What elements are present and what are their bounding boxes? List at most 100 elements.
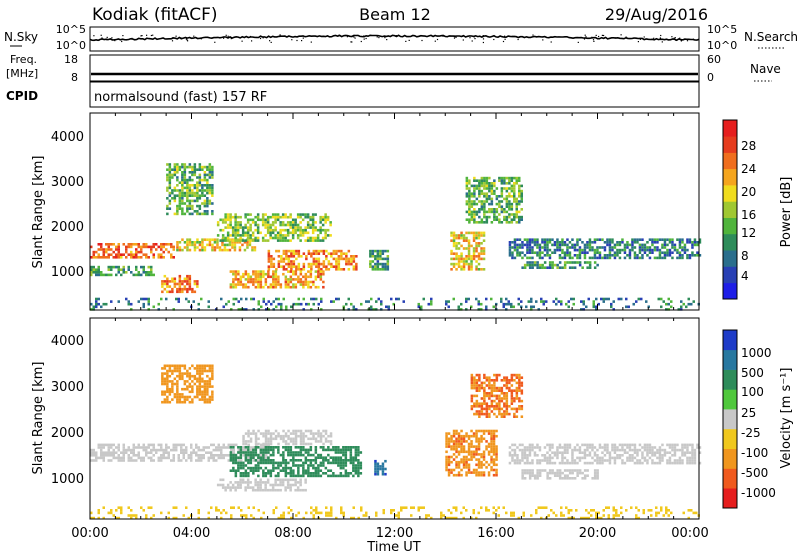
heatmap-cell bbox=[251, 234, 255, 237]
heatmap-cell bbox=[276, 218, 280, 222]
heatmap-cell bbox=[533, 451, 537, 454]
heatmap-cell bbox=[566, 443, 569, 447]
heatmap-cell bbox=[516, 454, 519, 457]
heatmap-cell bbox=[289, 474, 293, 478]
heatmap-cell bbox=[638, 443, 642, 447]
heatmap-cell bbox=[294, 481, 297, 484]
heatmap-cell bbox=[206, 173, 209, 177]
heatmap-cell bbox=[202, 448, 205, 452]
heatmap-cell bbox=[309, 215, 312, 219]
heatmap-cell bbox=[603, 446, 607, 449]
heatmap-cell bbox=[460, 468, 463, 472]
heatmap-cell bbox=[658, 461, 662, 465]
heatmap-cell bbox=[485, 384, 489, 387]
heatmap-cell bbox=[588, 261, 592, 264]
heatmap-cell bbox=[226, 236, 230, 240]
heatmap-cell bbox=[691, 254, 694, 257]
heatmap-cell bbox=[686, 446, 689, 449]
heatmap-cell bbox=[551, 261, 554, 264]
heatmap-cell bbox=[568, 256, 572, 260]
heatmap-cell bbox=[286, 223, 290, 227]
heatmap-cell bbox=[485, 221, 489, 224]
heatmap-cell bbox=[216, 221, 220, 224]
heatmap-cell bbox=[186, 184, 189, 187]
heatmap-cell bbox=[493, 412, 496, 416]
heatmap-cell bbox=[251, 218, 255, 222]
heatmap-cell bbox=[176, 241, 179, 244]
heatmap-cell bbox=[345, 260, 348, 263]
heatmap-cell bbox=[150, 448, 153, 452]
heatmap-cell bbox=[297, 278, 300, 281]
heatmap-cell bbox=[168, 290, 172, 294]
heatmap-cell bbox=[122, 253, 125, 256]
heatmap-cell bbox=[269, 275, 273, 279]
heatmap-cell bbox=[580, 516, 583, 520]
heatmap-cell bbox=[553, 263, 557, 267]
heatmap-cell bbox=[234, 469, 238, 472]
heatmap-cell bbox=[296, 236, 300, 240]
heatmap-cell bbox=[390, 511, 393, 515]
heatmap-cell bbox=[291, 231, 295, 235]
heatmap-cell bbox=[267, 472, 270, 475]
heatmap-cell bbox=[244, 270, 248, 273]
heatmap-cell bbox=[505, 412, 509, 416]
heatmap-cell bbox=[467, 471, 471, 474]
heatmap-cell bbox=[563, 446, 567, 449]
heatmap-cell bbox=[681, 448, 684, 452]
heatmap-cell bbox=[171, 176, 174, 179]
nsearch-point bbox=[661, 41, 663, 43]
heatmap-cell bbox=[488, 197, 491, 201]
heatmap-cell bbox=[558, 261, 562, 264]
heatmap-cell bbox=[445, 516, 448, 520]
heatmap-cell bbox=[287, 442, 290, 446]
heatmap-cell bbox=[260, 443, 263, 447]
heatmap-cell bbox=[468, 213, 471, 216]
heatmap-cell bbox=[526, 256, 529, 260]
heatmap-cell bbox=[473, 221, 476, 224]
heatmap-cell bbox=[628, 243, 632, 247]
heatmap-cell bbox=[257, 437, 260, 441]
heatmap-cell bbox=[282, 511, 285, 515]
cpid-text: normalsound (fast) 157 RF bbox=[94, 90, 267, 105]
heatmap-cell bbox=[637, 509, 640, 512]
heatmap-cell bbox=[369, 262, 372, 266]
heatmap-cell bbox=[127, 302, 130, 306]
heatmap-cell bbox=[229, 226, 232, 229]
heatmap-cell bbox=[355, 265, 358, 268]
heatmap-cell bbox=[327, 453, 330, 457]
heatmap-cell bbox=[650, 514, 653, 517]
heatmap-cell bbox=[282, 469, 285, 472]
heatmap-cell bbox=[477, 244, 481, 248]
heatmap-cell bbox=[196, 176, 199, 179]
heatmap-cell bbox=[152, 443, 155, 447]
heatmap-cell bbox=[482, 247, 486, 250]
heatmap-cell bbox=[280, 305, 283, 309]
heatmap-cell bbox=[475, 516, 478, 520]
heatmap-cell bbox=[284, 448, 288, 452]
heatmap-cell bbox=[566, 251, 569, 254]
heatmap-cell bbox=[582, 516, 585, 520]
heatmap-cell bbox=[686, 459, 689, 462]
heatmap-cell bbox=[97, 446, 100, 449]
heatmap-cell bbox=[176, 290, 179, 294]
heatmap-cell bbox=[311, 226, 315, 229]
heatmap-cell bbox=[342, 453, 345, 457]
heatmap-cell bbox=[190, 456, 193, 460]
heatmap-cell bbox=[455, 442, 458, 446]
heatmap-cell bbox=[668, 251, 672, 254]
heatmap-cell bbox=[90, 448, 93, 452]
heatmap-cell bbox=[279, 236, 282, 240]
heatmap-cell bbox=[282, 459, 285, 462]
heatmap-cell bbox=[110, 443, 113, 447]
heatmap-cell bbox=[117, 300, 120, 303]
heatmap-cell bbox=[452, 434, 456, 438]
heatmap-cell bbox=[527, 300, 530, 303]
heatmap-cell bbox=[566, 248, 569, 252]
heatmap-cell bbox=[90, 268, 93, 271]
heatmap-cell bbox=[163, 377, 167, 381]
heatmap-cell bbox=[347, 446, 350, 449]
heatmap-cell bbox=[186, 280, 189, 283]
heatmap-cell bbox=[563, 266, 567, 269]
heatmap-cell bbox=[257, 285, 260, 289]
heatmap-cell bbox=[120, 509, 123, 512]
